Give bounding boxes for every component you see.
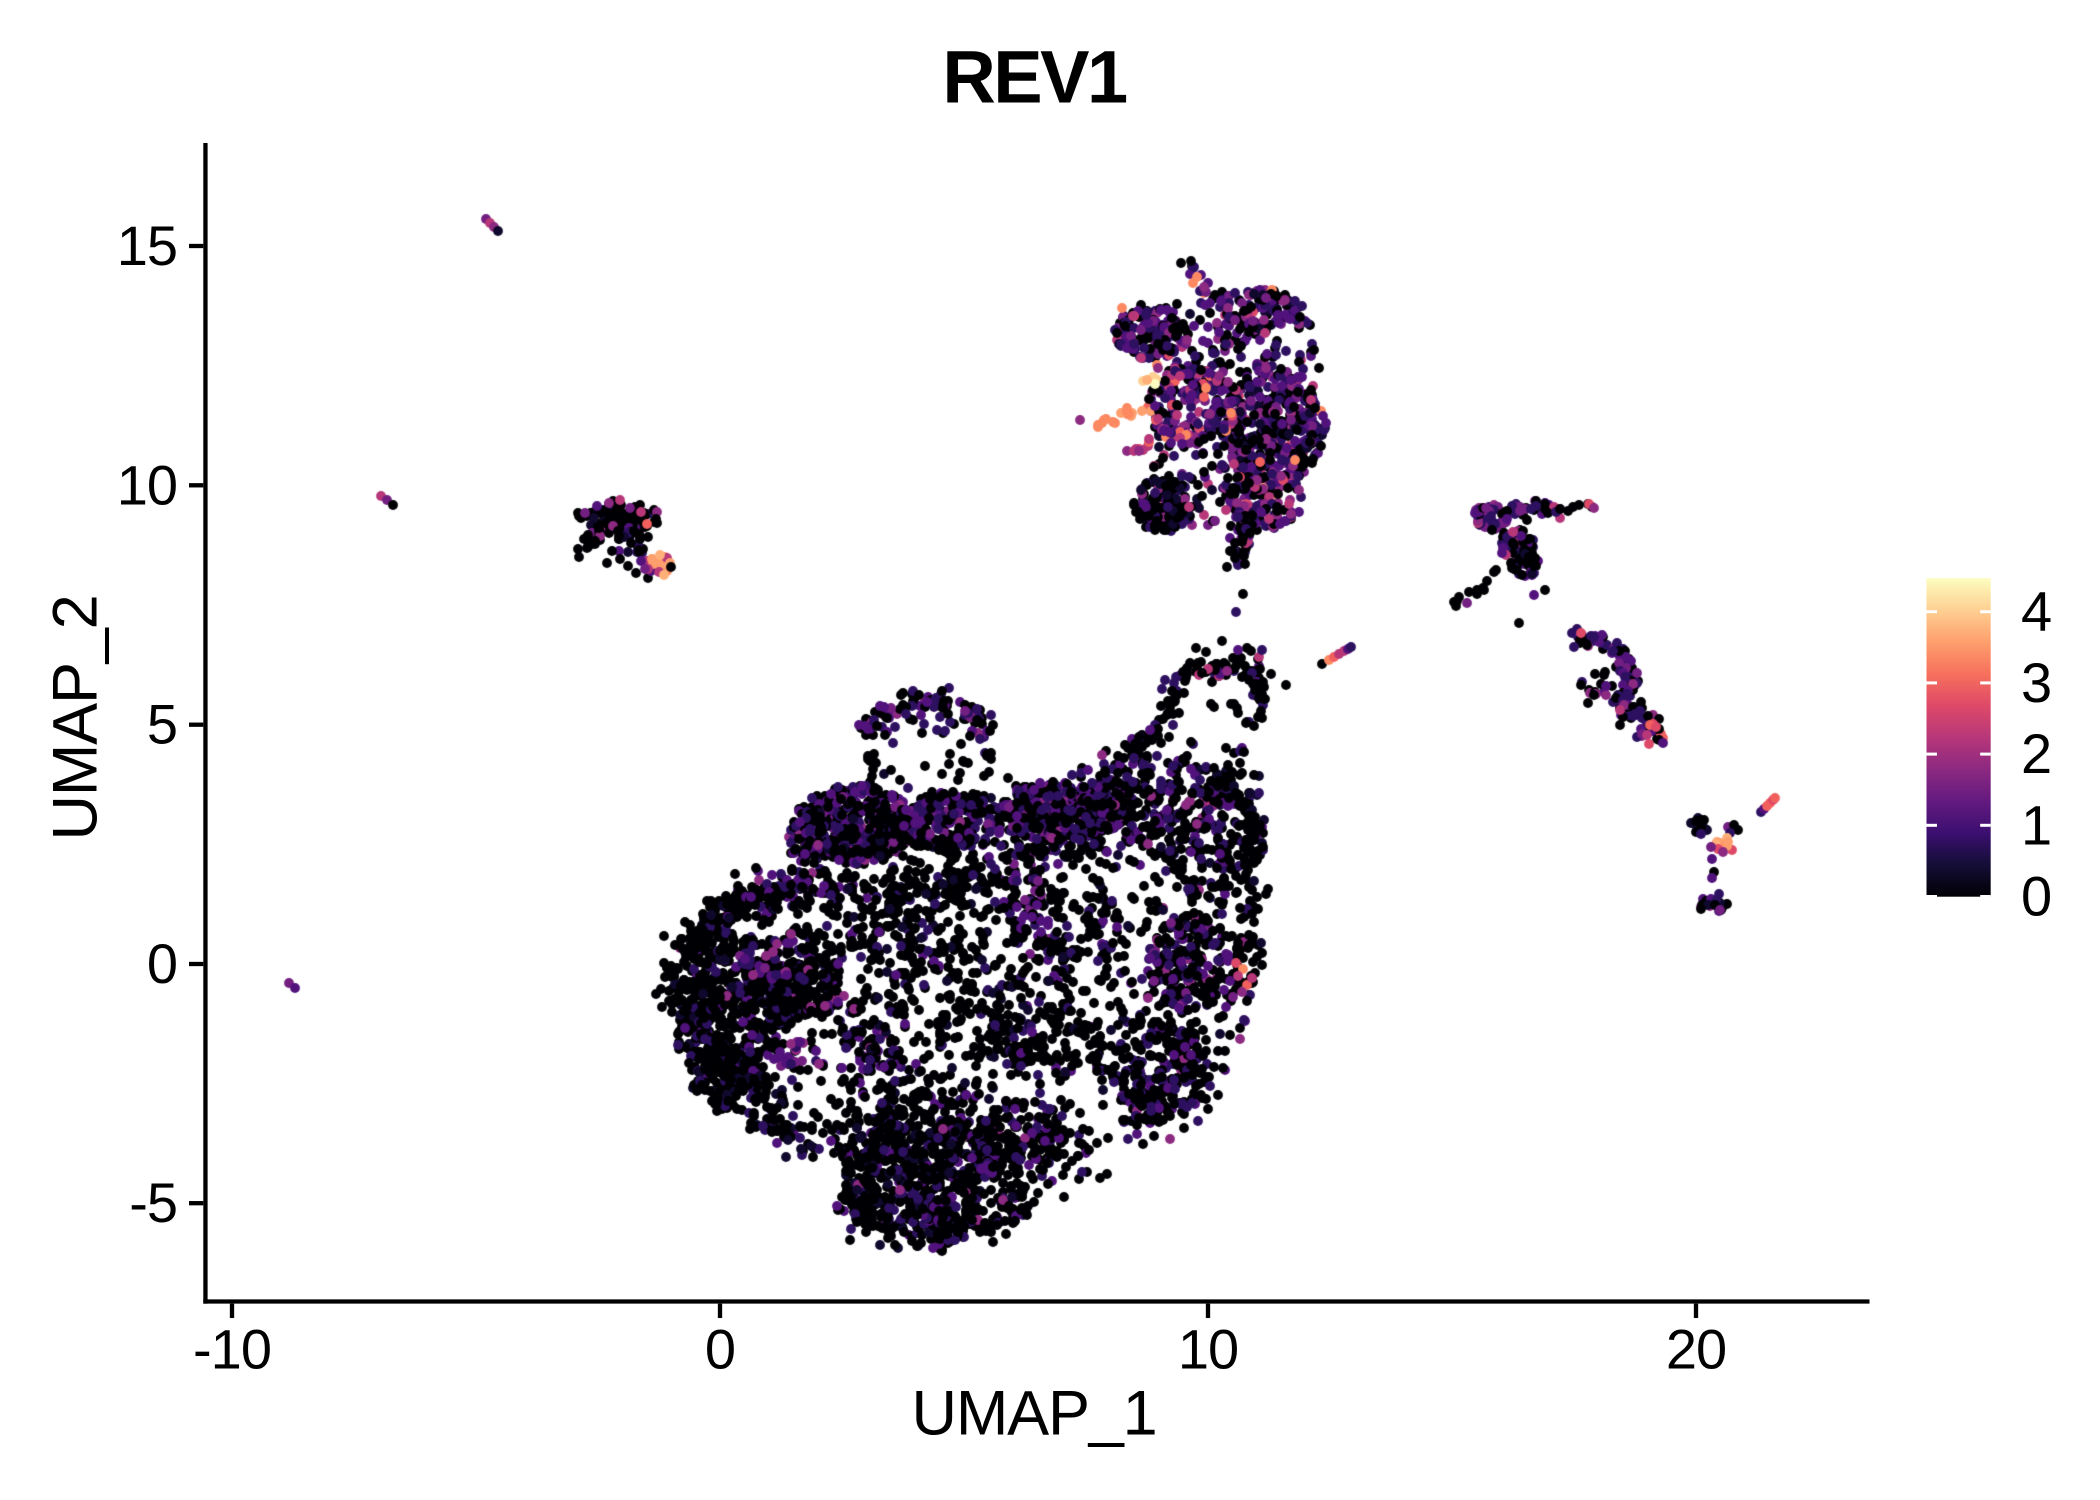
svg-text:15: 15 [117, 214, 177, 277]
svg-text:1: 1 [2021, 793, 2052, 856]
svg-text:3: 3 [2021, 651, 2052, 714]
svg-text:10: 10 [1178, 1318, 1238, 1381]
svg-text:UMAP_1: UMAP_1 [912, 1378, 1157, 1448]
svg-text:-5: -5 [129, 1171, 177, 1234]
svg-text:10: 10 [117, 453, 177, 516]
svg-text:2: 2 [2021, 722, 2052, 785]
svg-text:REV1: REV1 [942, 36, 1127, 119]
svg-text:0: 0 [2021, 865, 2052, 928]
svg-text:20: 20 [1666, 1318, 1726, 1381]
svg-text:0: 0 [705, 1318, 735, 1381]
svg-text:0: 0 [147, 932, 177, 995]
svg-text:5: 5 [147, 693, 177, 756]
svg-text:-10: -10 [193, 1318, 271, 1381]
svg-text:4: 4 [2021, 580, 2052, 643]
svg-text:UMAP_2: UMAP_2 [41, 596, 111, 841]
